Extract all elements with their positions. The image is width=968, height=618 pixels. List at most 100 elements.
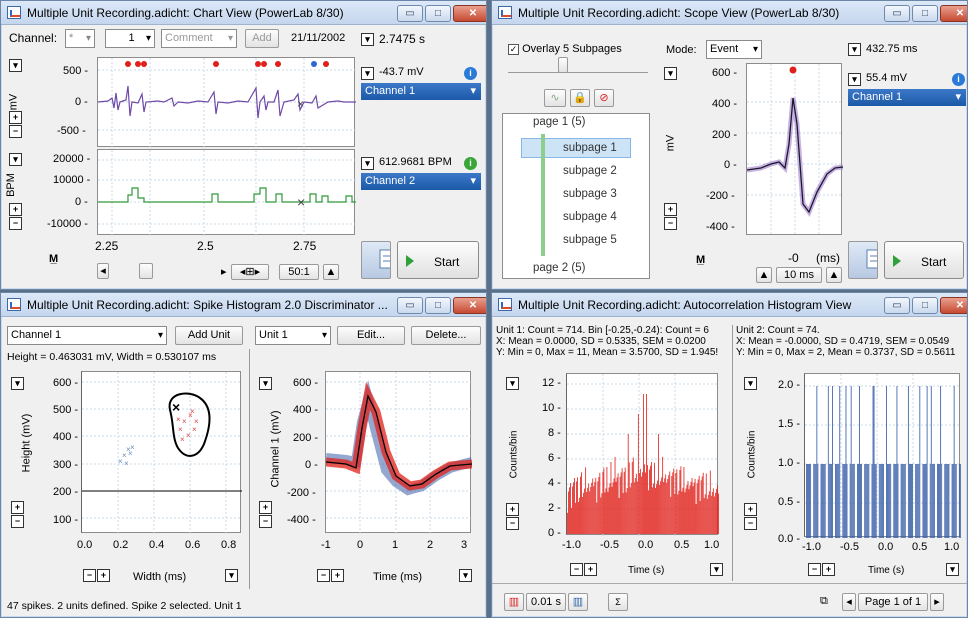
ch2-trace-plot[interactable]: × bbox=[97, 149, 356, 236]
close-button[interactable]: ✕ bbox=[940, 297, 967, 314]
ch1-menu-icon[interactable]: ▾ bbox=[9, 59, 22, 72]
zoom-up-button[interactable]: ▲ bbox=[323, 264, 339, 280]
time-dropdown-icon[interactable]: ▾ bbox=[361, 33, 374, 46]
left-histogram[interactable] bbox=[566, 373, 719, 536]
ch2-channel-dropdown[interactable]: Channel 2 bbox=[361, 173, 481, 190]
scatter-zoom-in[interactable]: + bbox=[11, 501, 24, 514]
fit-view-button[interactable]: ◂⊞▸ bbox=[231, 264, 269, 280]
record-settings-button[interactable] bbox=[361, 241, 391, 279]
x-zoom-out[interactable]: − bbox=[83, 569, 96, 582]
bin-width-dropdown[interactable]: 0.01 s bbox=[526, 593, 566, 611]
title-bar[interactable]: Multiple Unit Recording.adicht: Autocorr… bbox=[492, 293, 967, 317]
ch1-channel-dropdown[interactable]: Channel 1 bbox=[361, 83, 481, 100]
ch1-zoom-in-button[interactable]: + bbox=[9, 111, 22, 124]
minimize-button[interactable]: ▭ bbox=[397, 5, 423, 22]
comment-field[interactable]: Comment bbox=[161, 29, 237, 48]
left-zoom-out[interactable]: − bbox=[506, 517, 519, 530]
scatter-plot[interactable]: × × × × × × × × × × × × × × × × bbox=[81, 371, 242, 534]
ch2-info-icon[interactable]: i bbox=[464, 157, 477, 170]
zoom-in-button[interactable]: + bbox=[664, 203, 677, 216]
close-button[interactable]: ✕ bbox=[453, 297, 486, 314]
ch2-zoom-out-button[interactable]: − bbox=[9, 217, 22, 230]
delete-button[interactable]: Delete... bbox=[411, 326, 481, 345]
channel-picker[interactable]: * bbox=[65, 29, 95, 48]
waveform-zoom-in[interactable]: + bbox=[259, 501, 272, 514]
channel-dropdown[interactable]: Channel 1 bbox=[7, 326, 167, 345]
tree-item[interactable]: page 2 (5) bbox=[533, 262, 586, 274]
right-zoom-in[interactable]: + bbox=[744, 503, 757, 516]
histogram-type-button[interactable]: ▥ bbox=[504, 593, 524, 611]
x-menu-icon[interactable]: ▾ bbox=[946, 563, 959, 576]
minimize-button[interactable]: ▭ bbox=[884, 297, 910, 314]
tree-item[interactable]: subpage 4 bbox=[563, 211, 617, 223]
timebase-dropdown[interactable]: 10 ms bbox=[776, 267, 822, 283]
waveform-menu-icon[interactable]: ▾ bbox=[259, 377, 272, 390]
delete-page-button[interactable]: ⊘ bbox=[594, 89, 614, 107]
channel-number-field[interactable]: 1 bbox=[105, 29, 155, 48]
readout-menu-icon[interactable]: ▾ bbox=[848, 73, 861, 86]
add-comment-button[interactable]: Add bbox=[245, 29, 279, 48]
maximize-button[interactable]: □ bbox=[912, 297, 938, 314]
page-tool-button[interactable]: ∿ bbox=[544, 89, 566, 107]
copy-icon[interactable]: ⧉ bbox=[820, 595, 828, 607]
waveform-plot[interactable] bbox=[325, 371, 472, 534]
right-zoom-out[interactable]: − bbox=[744, 517, 757, 530]
add-unit-button[interactable]: Add Unit bbox=[175, 326, 243, 345]
tree-item[interactable]: subpage 3 bbox=[563, 188, 617, 200]
minimize-button[interactable]: ▭ bbox=[884, 5, 910, 22]
start-button[interactable]: Start bbox=[884, 241, 964, 279]
record-settings-button[interactable] bbox=[848, 241, 878, 279]
maximize-button[interactable]: □ bbox=[425, 5, 451, 22]
minimize-button[interactable]: ▭ bbox=[397, 297, 423, 314]
x-menu-icon[interactable]: ▾ bbox=[710, 563, 723, 576]
histogram-style-button[interactable]: ▥ bbox=[568, 593, 588, 611]
zoom-ratio-dropdown[interactable]: 50:1 bbox=[279, 264, 319, 280]
ch1-trace-plot[interactable]: × bbox=[97, 57, 356, 148]
tree-item[interactable]: subpage 5 bbox=[563, 234, 617, 246]
overlay-checkbox[interactable]: ✓ Overlay 5 Subpages bbox=[508, 43, 622, 55]
next-page-button[interactable]: ▸ bbox=[930, 593, 944, 611]
tree-item-selected[interactable] bbox=[521, 138, 631, 158]
x-zoom-in[interactable]: + bbox=[97, 569, 110, 582]
ch1-info-icon[interactable]: i bbox=[464, 67, 477, 80]
start-button[interactable]: Start bbox=[397, 241, 479, 279]
mode-dropdown[interactable]: Event bbox=[706, 40, 762, 59]
page-tree[interactable]: page 1 (5) subpage 1 subpage 2 subpage 3… bbox=[502, 113, 650, 279]
right-menu-icon[interactable]: ▾ bbox=[744, 377, 757, 390]
marker-icon[interactable]: M̲ bbox=[696, 254, 706, 266]
scope-plot[interactable] bbox=[746, 63, 843, 236]
maximize-button[interactable]: □ bbox=[425, 297, 451, 314]
x-menu-icon[interactable]: ▾ bbox=[459, 569, 472, 582]
ch2-menu-icon[interactable]: ▾ bbox=[9, 153, 22, 166]
x-zoom-in[interactable]: + bbox=[331, 569, 344, 582]
zoom-out-button[interactable]: − bbox=[664, 217, 677, 230]
slider-thumb[interactable] bbox=[558, 57, 568, 73]
scroll-right-icon[interactable]: ▸ bbox=[221, 266, 227, 278]
left-menu-icon[interactable]: ▾ bbox=[506, 377, 519, 390]
scatter-menu-icon[interactable]: ▾ bbox=[11, 377, 24, 390]
scope-channel-dropdown[interactable]: Channel 1 bbox=[848, 89, 966, 106]
x-menu-icon[interactable]: ▾ bbox=[225, 569, 238, 582]
title-bar[interactable]: Multiple Unit Recording.adicht: Spike Hi… bbox=[1, 293, 486, 317]
prev-page-button[interactable]: ◂ bbox=[842, 593, 856, 611]
plot-menu-icon[interactable]: ▾ bbox=[664, 67, 677, 80]
x-zoom-out[interactable]: − bbox=[570, 563, 583, 576]
ch1-readout-menu-icon[interactable]: ▾ bbox=[361, 67, 374, 80]
waveform-zoom-out[interactable]: − bbox=[259, 515, 272, 528]
x-zoom-in[interactable]: + bbox=[584, 563, 597, 576]
tree-item[interactable]: page 1 (5) bbox=[533, 116, 586, 128]
ch1-zoom-out-button[interactable]: − bbox=[9, 125, 22, 138]
unit-dropdown[interactable]: Unit 1 bbox=[255, 326, 331, 345]
x-zoom-in[interactable]: + bbox=[822, 563, 835, 576]
left-zoom-in[interactable]: + bbox=[506, 503, 519, 516]
stats-button[interactable]: Σ bbox=[608, 593, 628, 611]
timebase-up-button[interactable]: ▲ bbox=[826, 267, 842, 283]
tree-item[interactable]: subpage 1 bbox=[563, 142, 617, 154]
info-icon[interactable]: i bbox=[952, 73, 965, 86]
close-button[interactable]: ✕ bbox=[453, 5, 486, 22]
title-bar[interactable]: Multiple Unit Recording.adicht: Scope Vi… bbox=[492, 1, 967, 25]
close-button[interactable]: ✕ bbox=[940, 5, 967, 22]
title-bar[interactable]: Multiple Unit Recording.adicht: Chart Vi… bbox=[1, 1, 486, 25]
ch2-readout-menu-icon[interactable]: ▾ bbox=[361, 157, 374, 170]
scroll-thumb[interactable] bbox=[139, 263, 153, 279]
